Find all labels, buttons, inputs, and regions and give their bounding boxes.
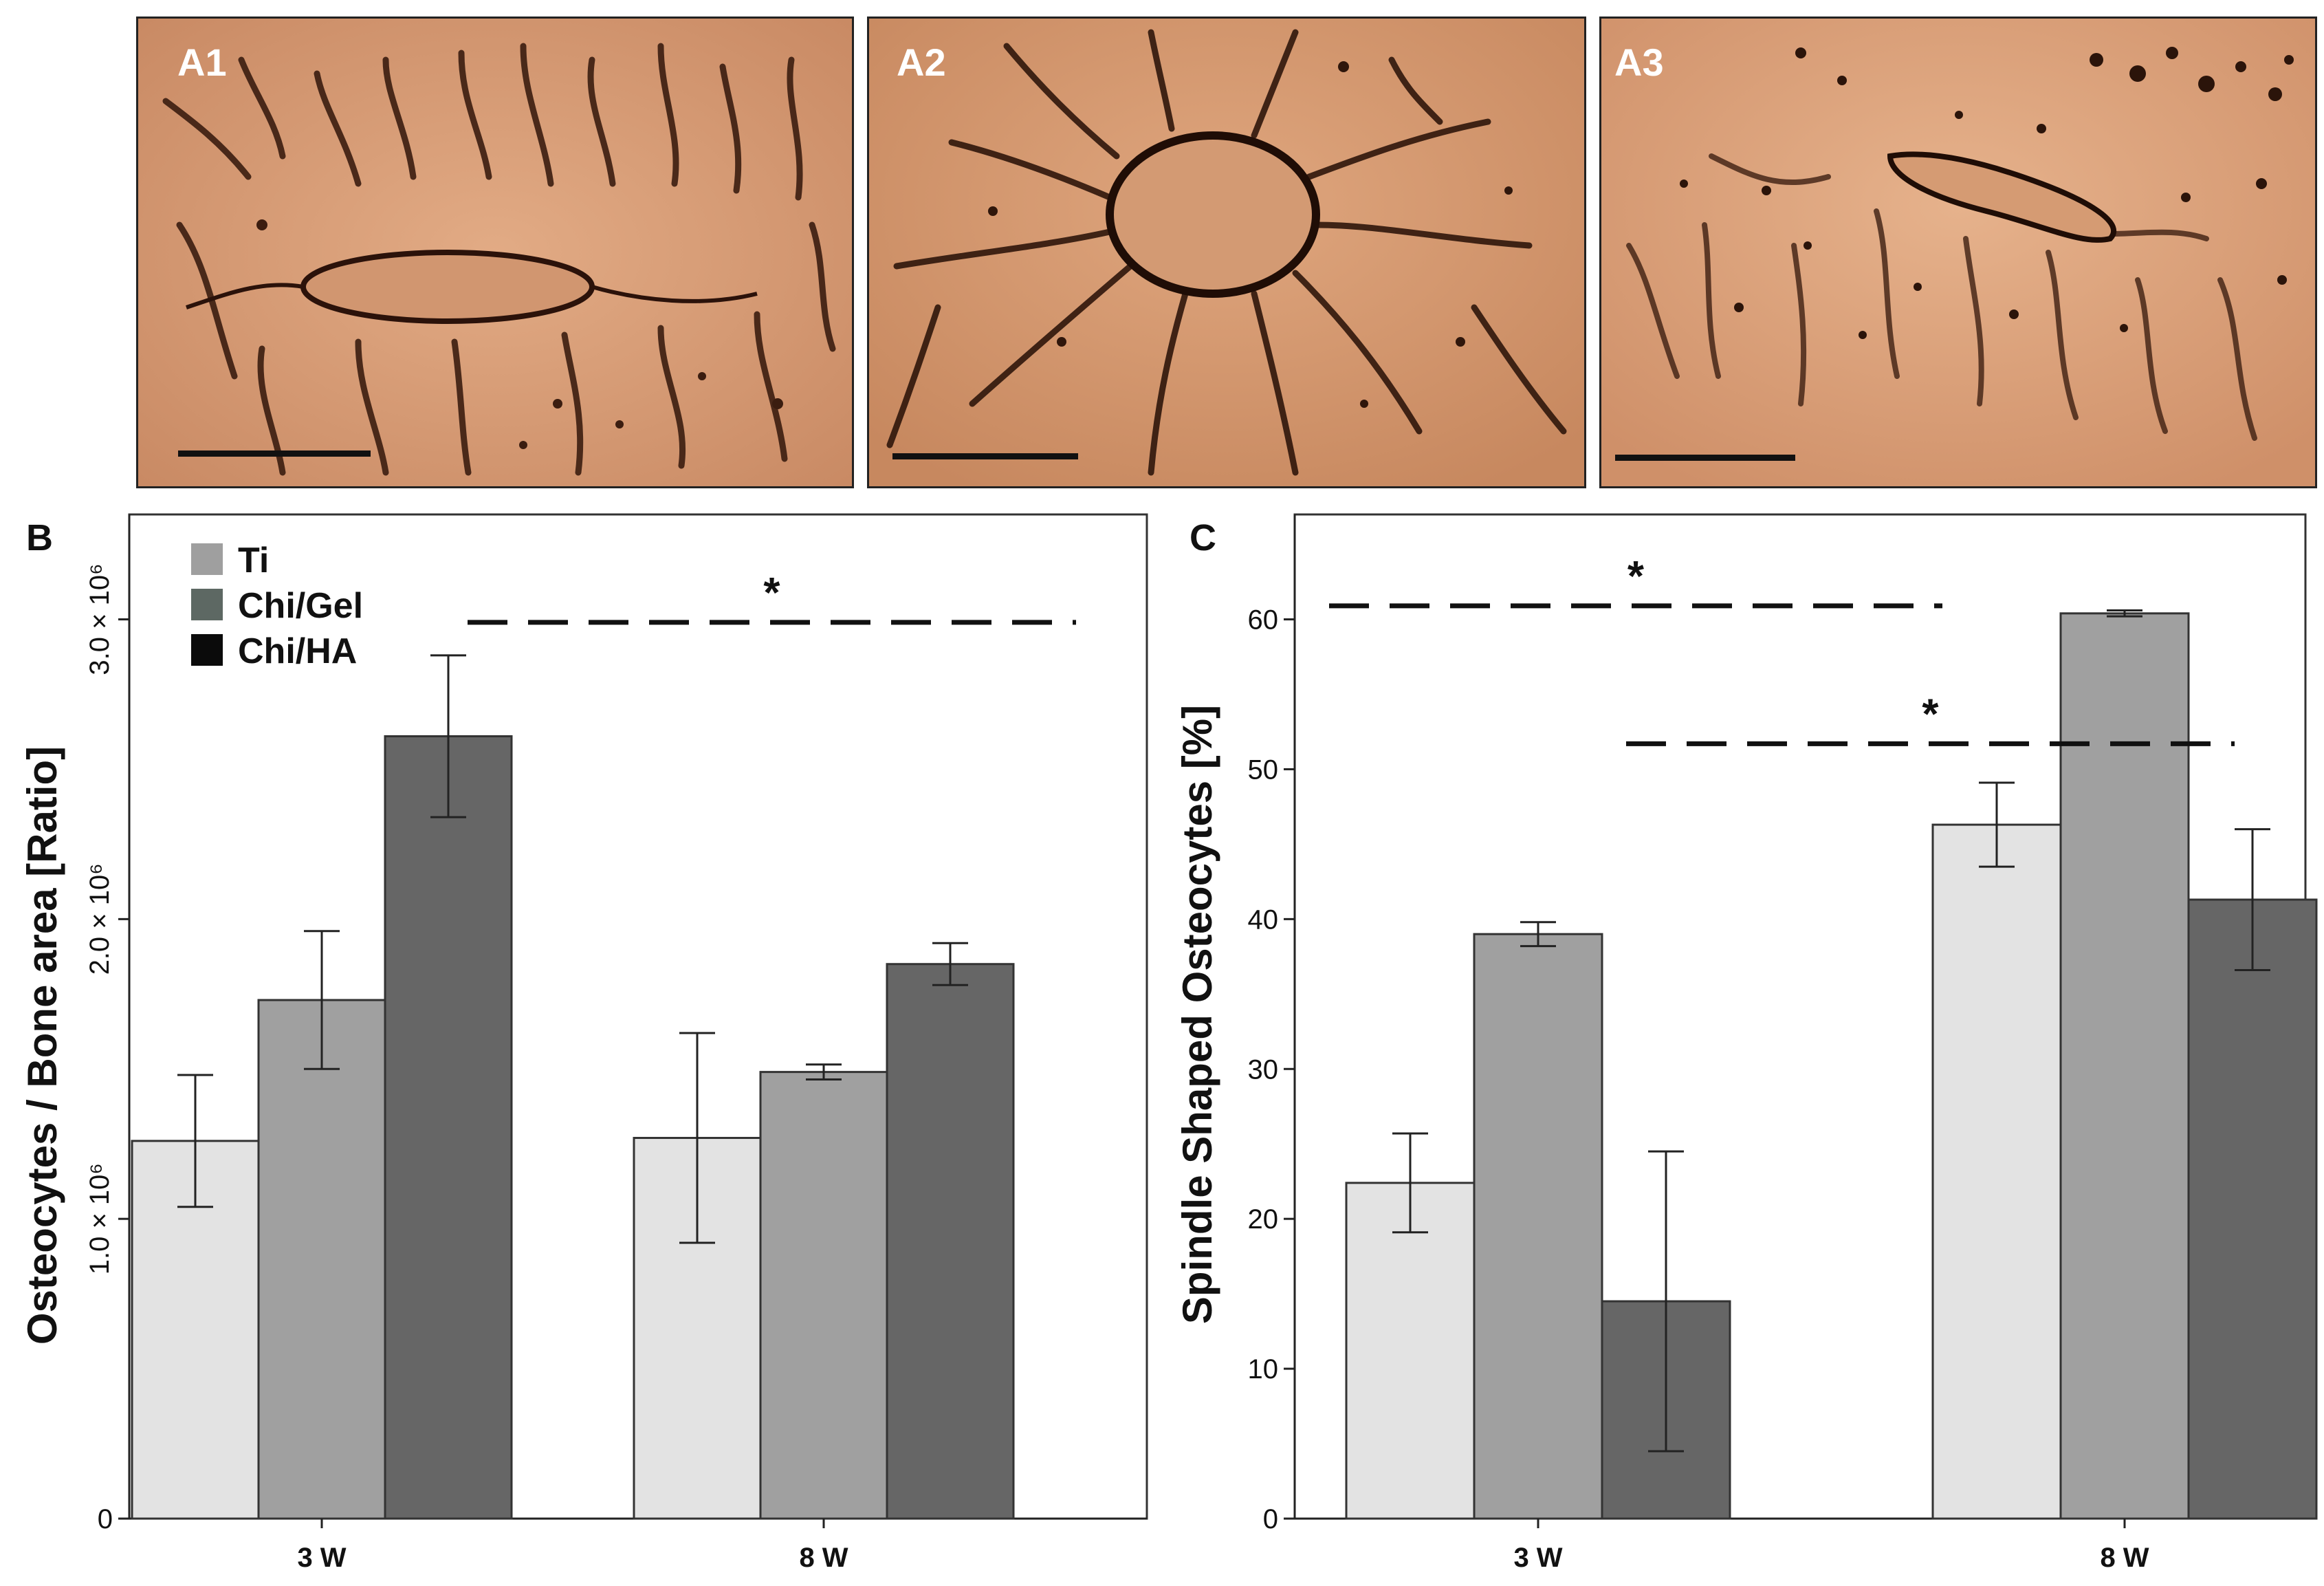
chart-b-ylabel: Osteocytes / Bone area [Ratio] [19,746,65,1345]
chart-c-ytick-label: 40 [1248,904,1279,935]
chart-b: Osteocytes / Bone area [Ratio] 0 1.0 × 10… [19,513,1148,1573]
chart-b-bar-chi-gel-8w [759,1071,888,1520]
chart-b-ytick-label: 3.0 × 10⁶ [85,563,115,675]
chart-c-significance-star: * [1922,691,1939,738]
legend-swatch-chi-gel [191,589,223,620]
chart-b-bar-chi-ha-3w [384,735,513,1520]
micrograph-a1 [136,17,854,488]
chart-c-ytick-label: 20 [1248,1204,1279,1235]
chart-b-xtick-label: 3 W [297,1543,346,1573]
chart-c-ytick-label: 0 [1263,1504,1278,1534]
legend-label-chi-gel: Chi/Gel [238,586,363,626]
chart-c-ytick-label: 10 [1248,1354,1279,1384]
panel-label-b: B [26,517,53,558]
micrograph-a3 [1599,17,2317,488]
chart-b-bar-chi-gel-3w [257,999,386,1520]
chart-c-bar-chi-gel-3w [1473,933,1603,1520]
legend-swatch-ti [191,543,223,575]
chart-b-significance-star: * [763,569,780,617]
legend-label-chi-ha: Chi/HA [238,631,357,671]
chart-b-ytick-label: 1.0 × 10⁶ [85,1163,115,1274]
panel-label-c: C [1190,517,1216,558]
chart-c-bar-chi-gel-8w [2059,612,2190,1520]
micrograph-a1-image [138,19,852,486]
chart-c-significance-star: * [1627,553,1645,600]
chart-c-ytick-label: 50 [1248,754,1279,785]
chart-b-xtick-label: 8 W [799,1543,848,1573]
chart-c-ytick-label: 60 [1248,605,1279,636]
chart-c-ylabel: Spindle Shaped Osteocytes [%] [1174,705,1220,1324]
legend: Ti Chi/Gel Chi/HA [191,541,363,671]
micrograph-a3-image [1601,19,2315,486]
chart-b-ytick-label: 2.0 × 10⁶ [85,863,115,975]
panel-label-a2: A2 [897,41,946,84]
micrograph-a2 [867,17,1586,488]
chart-b-bar-chi-ha-8w [886,963,1015,1520]
panel-label-a1: A1 [177,41,227,84]
chart-c-xtick-label: 3 W [1513,1543,1562,1573]
legend-label-ti: Ti [238,541,269,580]
panel-label-a3: A3 [1614,41,1664,84]
chart-c-bar-ti-8w [1931,823,2062,1520]
micrograph-a2-image [869,19,1584,486]
legend-swatch-chi-ha [191,634,223,666]
chart-c-bar-chi-ha-8w [2187,898,2318,1520]
chart-b-ytick-label: 0 [98,1504,113,1534]
chart-c: Spindle Shaped Osteocytes [%] 0 10 20 30 40 5… [1174,513,2318,1573]
chart-c-ytick-label: 30 [1248,1054,1279,1085]
chart-c-xtick-label: 8 W [2100,1543,2149,1573]
